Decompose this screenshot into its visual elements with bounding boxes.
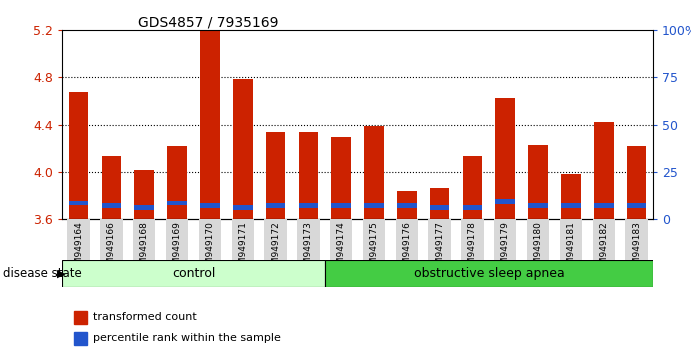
- Bar: [627, 203, 647, 208]
- Text: ▶: ▶: [57, 268, 65, 278]
- Bar: [199, 219, 221, 260]
- Text: transformed count: transformed count: [93, 312, 197, 322]
- Text: control: control: [172, 267, 215, 280]
- Text: GSM949179: GSM949179: [501, 221, 510, 276]
- Text: GSM949177: GSM949177: [435, 221, 444, 276]
- Bar: [428, 219, 451, 260]
- Bar: [62, 260, 325, 287]
- Text: GSM949170: GSM949170: [205, 221, 214, 276]
- Bar: [265, 219, 287, 260]
- Text: GSM949173: GSM949173: [304, 221, 313, 276]
- Bar: [627, 146, 647, 219]
- Bar: [364, 203, 384, 208]
- Text: GSM949175: GSM949175: [370, 221, 379, 276]
- Bar: [396, 219, 418, 260]
- Text: GSM949168: GSM949168: [140, 221, 149, 276]
- Text: GSM949171: GSM949171: [238, 221, 247, 276]
- Bar: [134, 205, 154, 210]
- Bar: [166, 219, 188, 260]
- Bar: [332, 203, 351, 208]
- Bar: [200, 31, 220, 219]
- Bar: [233, 79, 253, 219]
- Bar: [397, 191, 417, 219]
- Bar: [495, 199, 515, 204]
- Bar: [594, 122, 614, 219]
- Text: GSM949178: GSM949178: [468, 221, 477, 276]
- Text: GSM949166: GSM949166: [107, 221, 116, 276]
- Bar: [167, 146, 187, 219]
- Text: GSM949176: GSM949176: [402, 221, 411, 276]
- Text: percentile rank within the sample: percentile rank within the sample: [93, 333, 281, 343]
- Bar: [133, 219, 155, 260]
- Bar: [561, 203, 580, 208]
- Bar: [134, 170, 154, 219]
- Bar: [364, 126, 384, 219]
- Bar: [325, 260, 653, 287]
- Bar: [167, 200, 187, 205]
- Bar: [266, 203, 285, 208]
- Text: GSM949164: GSM949164: [74, 221, 83, 276]
- Text: GSM949174: GSM949174: [337, 221, 346, 276]
- Bar: [430, 205, 449, 210]
- Text: GSM949183: GSM949183: [632, 221, 641, 276]
- Bar: [233, 205, 253, 210]
- Bar: [462, 219, 484, 260]
- Bar: [594, 203, 614, 208]
- Bar: [297, 219, 319, 260]
- Bar: [68, 219, 90, 260]
- Text: obstructive sleep apnea: obstructive sleep apnea: [413, 267, 565, 280]
- Bar: [74, 332, 87, 345]
- Bar: [527, 219, 549, 260]
- Bar: [74, 311, 87, 324]
- Bar: [561, 175, 580, 219]
- Bar: [529, 203, 548, 208]
- Bar: [560, 219, 582, 260]
- Bar: [68, 200, 88, 205]
- Bar: [200, 203, 220, 208]
- Bar: [100, 219, 122, 260]
- Bar: [495, 98, 515, 219]
- Bar: [397, 203, 417, 208]
- Bar: [363, 219, 385, 260]
- Bar: [529, 145, 548, 219]
- Bar: [494, 219, 516, 260]
- Bar: [102, 203, 122, 208]
- Bar: [593, 219, 615, 260]
- Bar: [266, 132, 285, 219]
- Bar: [625, 219, 647, 260]
- Bar: [332, 137, 351, 219]
- Bar: [231, 219, 254, 260]
- Bar: [68, 92, 88, 219]
- Bar: [463, 155, 482, 219]
- Bar: [299, 203, 318, 208]
- Bar: [463, 205, 482, 210]
- Text: GSM949169: GSM949169: [173, 221, 182, 276]
- Bar: [330, 219, 352, 260]
- Text: GSM949182: GSM949182: [599, 221, 608, 276]
- Bar: [102, 155, 122, 219]
- Text: GDS4857 / 7935169: GDS4857 / 7935169: [138, 16, 278, 30]
- Bar: [299, 132, 318, 219]
- Bar: [430, 188, 449, 219]
- Text: GSM949172: GSM949172: [271, 221, 280, 276]
- Text: GSM949181: GSM949181: [567, 221, 576, 276]
- Text: GSM949180: GSM949180: [533, 221, 542, 276]
- Text: disease state: disease state: [3, 267, 82, 280]
